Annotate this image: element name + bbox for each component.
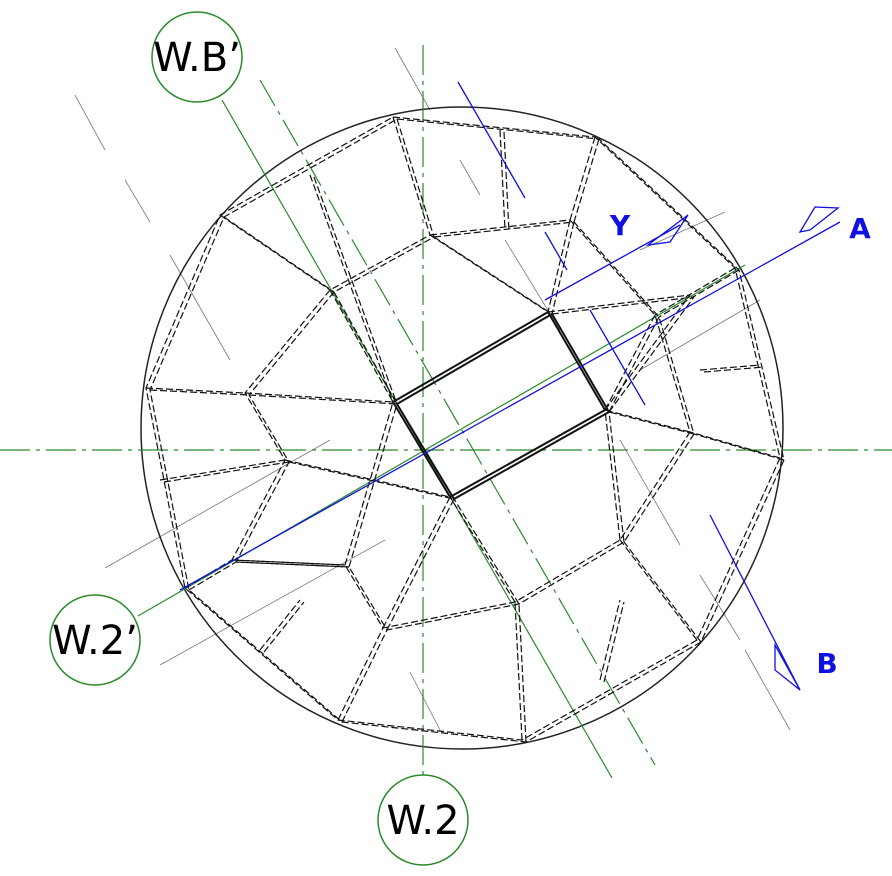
section-label: B — [816, 647, 837, 680]
drawing: W.B’ W.2’ W.2 Y A B — [0, 0, 892, 876]
reference-lines — [75, 48, 790, 730]
grid-label: W.2 — [386, 798, 459, 844]
grid-bubbles — [50, 12, 468, 865]
grid-label: W.2’ — [52, 618, 138, 664]
grid-label: W.B’ — [153, 35, 241, 81]
page: W.B’ W.2’ W.2 Y A B (() => { const data … — [0, 0, 892, 876]
section-label: A — [849, 212, 871, 245]
section-label: Y — [609, 209, 631, 242]
grid-axes — [0, 45, 892, 778]
